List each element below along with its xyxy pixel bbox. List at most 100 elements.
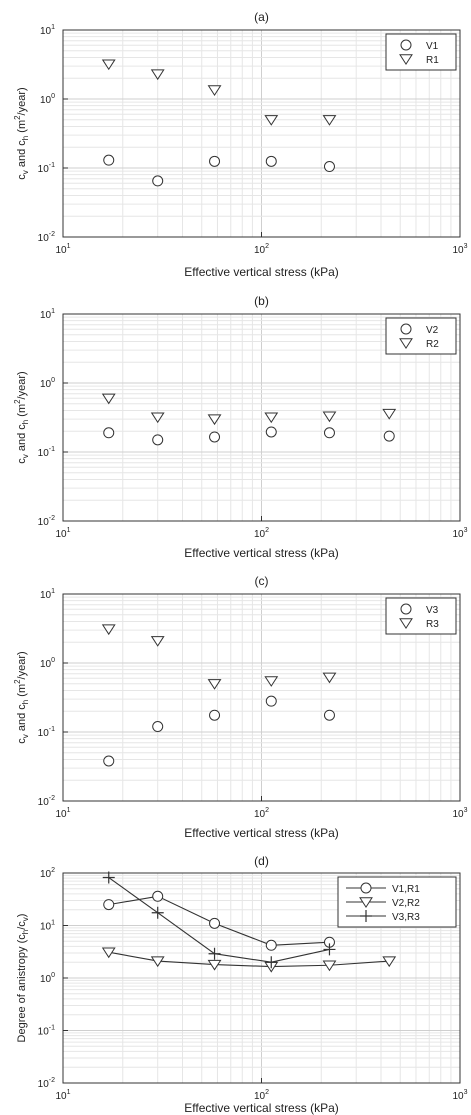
data-point-circle [103, 427, 115, 439]
y-axis-label: cv and ch (m2/year) [13, 651, 30, 743]
data-point-triangle-down [150, 412, 165, 424]
x-tick-label: 101 [55, 527, 70, 540]
series-line [108, 951, 390, 968]
legend-entry: V1 [400, 39, 439, 52]
data-point-circle [323, 427, 335, 439]
legend-box [385, 597, 457, 635]
legend-entry: R1 [399, 54, 439, 66]
legend-entry: V2 [400, 323, 439, 336]
y-tick-label: 10-2 [38, 795, 55, 808]
panel-b: 101 102 103 10-2 10-1 100 101 (b) Effective vert… [13, 294, 468, 560]
data-point-circle [209, 155, 221, 167]
data-point-triangle-down [150, 956, 165, 968]
x-tick-label: 102 [254, 527, 269, 540]
data-point-circle [103, 154, 115, 166]
data-point-circle [103, 899, 115, 911]
y-tick-label: 10-2 [38, 1077, 55, 1090]
data-point-circle [323, 709, 335, 721]
data-point-triangle-down [264, 115, 279, 126]
legend-box [385, 33, 457, 71]
y-tick-label: 101 [40, 588, 55, 601]
legend-marker [359, 897, 373, 909]
x-tick-label: 103 [452, 807, 467, 820]
series-r3 [101, 624, 337, 690]
y-tick-label: 101 [40, 920, 55, 933]
data-point-triangle-down [150, 69, 165, 81]
data-point-circle [152, 175, 164, 187]
x-axis-label: Effective vertical stress (kPa) [184, 546, 339, 560]
legend-entry: V2,R2 [346, 897, 420, 909]
data-point-plus [208, 947, 221, 960]
panel-title: (a) [254, 10, 269, 24]
y-tick-label: 10-2 [38, 231, 55, 244]
x-tick-label: 101 [55, 807, 70, 820]
legend-marker [399, 618, 413, 630]
y-tick-label: 10-1 [38, 446, 55, 459]
legend-label: R1 [426, 55, 439, 66]
data-point-triangle-down [207, 679, 222, 690]
x-tick-label: 102 [254, 243, 269, 256]
data-point-circle [209, 709, 221, 721]
legend-label: V1 [426, 41, 439, 52]
legend: V1,R1 V2,R2 V3,R3 [337, 876, 457, 928]
legend-marker [400, 323, 412, 335]
x-tick-label: 101 [55, 1089, 70, 1102]
series-v3-r3 [102, 871, 336, 969]
legend-marker [360, 910, 372, 922]
y-tick-label: 100 [40, 657, 55, 670]
series-v1 [103, 154, 335, 187]
data-point-circle [209, 431, 221, 443]
x-tick-label: 103 [452, 1089, 467, 1102]
data-point-plus [102, 871, 115, 884]
data-point-triangle-down [264, 676, 279, 687]
data-point-triangle-down [101, 624, 116, 636]
data-point-plus [323, 943, 336, 956]
y-tick-label: 101 [40, 24, 55, 37]
legend-label: V3 [426, 605, 439, 616]
legend-marker [399, 338, 413, 350]
data-point-triangle-down [264, 412, 279, 424]
x-tick-label: 102 [254, 807, 269, 820]
data-point-triangle-down [382, 408, 397, 420]
series-v3 [103, 695, 335, 767]
x-tick-label: 101 [55, 243, 70, 256]
data-point-circle [265, 426, 277, 438]
data-point-plus [151, 906, 164, 919]
x-tick-label: 103 [452, 527, 467, 540]
legend-label: V3,R3 [392, 912, 420, 923]
legend-entry: R2 [399, 338, 439, 350]
data-point-triangle-down [322, 115, 337, 126]
legend-entry: R3 [399, 618, 439, 630]
data-point-circle [152, 434, 164, 446]
data-point-circle [152, 721, 164, 733]
y-tick-label: 10-1 [38, 726, 55, 739]
panel-a: 101 102 103 10-2 10-1 100 101 (a) Effective vert… [13, 10, 468, 279]
data-point-triangle-down [101, 59, 116, 71]
legend-label: V2,R2 [392, 898, 420, 909]
y-tick-label: 101 [40, 308, 55, 321]
data-point-circle [323, 161, 335, 173]
legend-entry: V3,R3 [346, 910, 420, 923]
data-point-triangle-down [322, 960, 337, 972]
legend-marker [400, 603, 412, 615]
y-tick-label: 10-1 [38, 162, 55, 175]
data-point-plus [265, 956, 278, 969]
data-point-triangle-down [207, 85, 222, 97]
data-point-triangle-down [322, 411, 337, 423]
x-tick-label: 103 [452, 243, 467, 256]
data-point-circle [265, 695, 277, 707]
data-point-triangle-down [207, 959, 222, 971]
y-tick-label: 100 [40, 93, 55, 106]
x-axis-label: Effective vertical stress (kPa) [184, 265, 339, 279]
legend-marker [400, 39, 412, 51]
legend-entry: V1,R1 [346, 882, 420, 895]
data-point-triangle-down [382, 956, 397, 968]
legend-box [385, 317, 457, 355]
x-axis-label: Effective vertical stress (kPa) [184, 1101, 339, 1115]
legend-label: R3 [426, 619, 439, 630]
data-point-circle [265, 155, 277, 167]
